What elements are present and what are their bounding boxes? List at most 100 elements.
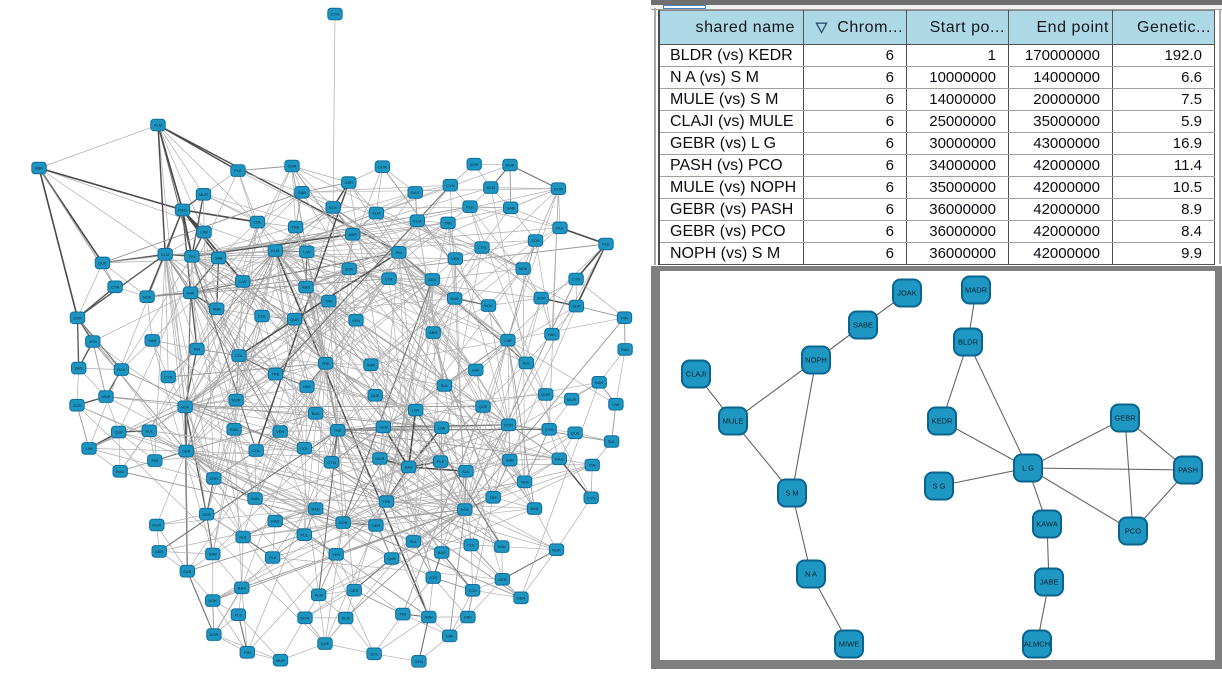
svg-text:KLM: KLM [154,123,162,128]
svg-text:ABR: ABR [367,362,375,367]
svg-text:RAD: RAD [178,208,187,213]
svg-text:DOR: DOR [541,392,550,397]
svg-text:LIW: LIW [612,402,619,407]
svg-text:VEN: VEN [415,659,423,664]
svg-text:ABR: ABR [349,232,357,237]
svg-text:VEN: VEN [352,318,360,323]
svg-text:BAS: BAS [405,465,413,470]
svg-text:SAB: SAB [183,569,191,574]
svg-text:GER: GER [202,512,211,517]
svg-text:S G: S G [933,482,946,491]
svg-text:COL: COL [253,220,262,225]
svg-text:NOK: NOK [484,303,493,308]
svg-text:TRE: TRE [325,299,333,304]
svg-text:PIN: PIN [244,650,251,655]
svg-text:COL: COL [385,276,394,281]
svg-text:SUL: SUL [441,383,450,388]
svg-text:KLM: KLM [315,592,323,597]
svg-text:NOK: NOK [519,266,528,271]
svg-text:ZOR: ZOR [73,403,82,408]
svg-text:GER: GER [517,595,526,600]
svg-text:GER: GER [498,577,507,582]
svg-text:PCO: PCO [1125,527,1141,536]
svg-text:HAK: HAK [117,367,126,372]
svg-text:CYN: CYN [446,183,455,188]
svg-text:PLE: PLE [235,612,243,617]
svg-text:GER: GER [350,588,359,593]
svg-text:MUR: MUR [567,397,576,402]
svg-text:ABR: ABR [429,330,437,335]
svg-text:TRE: TRE [489,495,497,500]
svg-text:MADR: MADR [965,286,988,295]
svg-text:PIN: PIN [396,250,403,255]
svg-text:DOR: DOR [554,186,563,191]
svg-text:NOK: NOK [143,294,152,299]
svg-text:DOR: DOR [339,520,348,525]
svg-text:TRE: TRE [444,221,452,226]
svg-text:SAB: SAB [215,256,223,261]
svg-text:CYN: CYN [572,277,581,282]
svg-text:KLM: KLM [372,211,380,216]
svg-text:HAK: HAK [303,384,312,389]
svg-text:MUR: MUR [101,394,110,399]
svg-text:ZOR: ZOR [73,315,82,320]
svg-text:SAB: SAB [298,190,306,195]
svg-text:BAS: BAS [312,411,320,416]
svg-text:CYN: CYN [331,12,340,17]
svg-text:PIN: PIN [621,315,628,320]
svg-text:NOK: NOK [329,205,338,210]
svg-text:COL: COL [300,446,309,451]
svg-text:RAD: RAD [555,456,564,461]
svg-text:KLM: KLM [487,185,495,190]
svg-text:PLE: PLE [556,225,564,230]
svg-text:BAS: BAS [75,366,83,371]
svg-text:RAD: RAD [311,506,320,511]
svg-text:ABR: ABR [213,306,221,311]
svg-text:NOPH: NOPH [805,356,827,365]
svg-text:SUL: SUL [370,651,379,656]
svg-text:GER: GER [344,180,353,185]
svg-text:GER: GER [182,449,191,454]
svg-text:COL: COL [467,543,476,548]
svg-text:KLM: KLM [161,252,169,257]
svg-text:PIN: PIN [194,347,201,352]
svg-text:CYN: CYN [327,460,336,465]
svg-text:ZOR: ZOR [345,266,354,271]
svg-text:DOR: DOR [301,615,310,620]
svg-text:VEN: VEN [89,339,97,344]
svg-text:QUE: QUE [479,404,488,409]
svg-text:LIW: LIW [303,249,310,254]
svg-text:SAB: SAB [251,496,259,501]
svg-text:KLM: KLM [342,616,350,621]
svg-text:ALMCH: ALMCH [1024,640,1050,649]
svg-text:MUR: MUR [152,523,161,528]
svg-text:VEN: VEN [332,552,340,557]
svg-text:NOK: NOK [181,404,190,409]
svg-text:N A: N A [805,570,817,579]
svg-text:PLE: PLE [234,168,242,173]
svg-text:QUE: QUE [114,430,123,435]
svg-text:HAK: HAK [548,332,557,337]
svg-text:CYN: CYN [478,245,487,250]
svg-text:SAB: SAB [507,205,515,210]
svg-text:JOAK: JOAK [897,289,917,298]
svg-text:ABR: ABR [428,277,436,282]
svg-text:QUE: QUE [387,556,396,561]
svg-text:CYN: CYN [164,375,173,380]
svg-text:GER: GER [372,523,381,528]
svg-text:BAS: BAS [438,550,446,555]
svg-text:ZOR: ZOR [429,575,438,580]
svg-text:MUR: MUR [232,398,241,403]
svg-text:BAS: BAS [530,506,538,511]
svg-text:TRE: TRE [292,225,300,230]
svg-text:PLE: PLE [466,204,474,209]
svg-text:PIN: PIN [151,458,158,463]
svg-text:LIW: LIW [201,230,208,235]
svg-text:QUE: QUE [98,261,107,266]
svg-text:RAD: RAD [230,427,239,432]
svg-text:MUR: MUR [375,456,384,461]
svg-text:DOR: DOR [209,632,218,637]
svg-text:LIW: LIW [239,279,246,284]
svg-text:MUR: MUR [276,658,285,663]
svg-text:DOR: DOR [378,164,387,169]
